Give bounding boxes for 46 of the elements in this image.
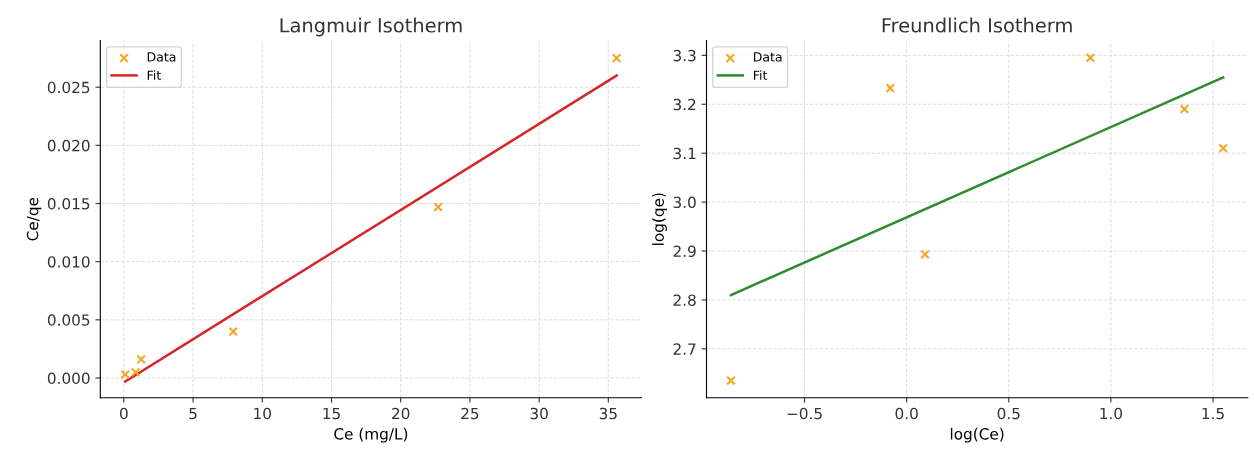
point xyxy=(228,326,239,337)
x-tick-label: 1.0 xyxy=(1100,407,1123,420)
x-tick-label: 10 xyxy=(254,407,271,420)
y-tick-label: 3.1 xyxy=(673,147,696,160)
x-axis-title: Ce (mg/L) xyxy=(334,427,408,443)
x-axis-title: log(Ce) xyxy=(950,427,1004,443)
x-tick-label: 0 xyxy=(120,407,128,420)
legend-label: Data xyxy=(753,52,782,62)
y-tick-label: 0.005 xyxy=(47,314,90,326)
x-tick-label: 5 xyxy=(189,407,197,420)
y-tick-label: 3.0 xyxy=(673,196,696,209)
x-tick-label: 20 xyxy=(392,407,410,420)
x-tick-label: 1.5 xyxy=(1202,407,1224,420)
y-tick-label: 3.3 xyxy=(673,49,696,62)
x-tick-label: 0.0 xyxy=(895,407,918,420)
y-tick-label: 0.015 xyxy=(47,197,90,210)
y-tick-label: 2.9 xyxy=(673,245,696,258)
point xyxy=(611,53,622,63)
y-axis-title: Ce/qe xyxy=(26,197,42,241)
chart-title: Langmuir Isotherm xyxy=(280,17,462,37)
point xyxy=(726,375,736,386)
y-tick-label: 2.8 xyxy=(673,294,696,306)
y-tick-label: 0.025 xyxy=(47,81,90,94)
chart-title: Freundlich Isotherm xyxy=(882,17,1072,33)
y-tick-label: 2.7 xyxy=(673,343,696,355)
y-tick-label: 3.2 xyxy=(673,98,696,111)
y-tick-label: 0.010 xyxy=(47,256,90,268)
x-tick-label: −0.5 xyxy=(787,407,822,420)
x-tick-label: 25 xyxy=(461,407,479,420)
x-tick-label: 35 xyxy=(599,407,617,420)
legend-label: Data xyxy=(147,52,176,62)
y-axis-title: log(qe) xyxy=(652,193,667,245)
x-tick-label: 15 xyxy=(323,407,340,420)
legend-label: Fit xyxy=(753,70,768,80)
y-tick-label: 0.000 xyxy=(47,372,90,385)
point xyxy=(433,202,443,212)
x-tick-label: 0.5 xyxy=(997,407,1020,420)
legend-label: Fit xyxy=(147,70,161,80)
x-tick-label: 30 xyxy=(530,407,548,420)
point xyxy=(136,354,146,365)
point xyxy=(1179,104,1190,114)
point xyxy=(885,83,896,93)
point xyxy=(920,249,930,260)
y-tick-label: 0.020 xyxy=(47,139,90,152)
point xyxy=(1085,52,1096,63)
point xyxy=(1218,143,1229,154)
